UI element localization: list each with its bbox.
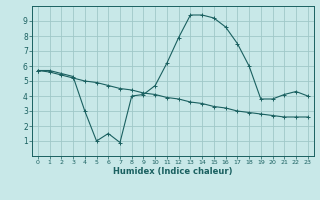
X-axis label: Humidex (Indice chaleur): Humidex (Indice chaleur) — [113, 167, 233, 176]
